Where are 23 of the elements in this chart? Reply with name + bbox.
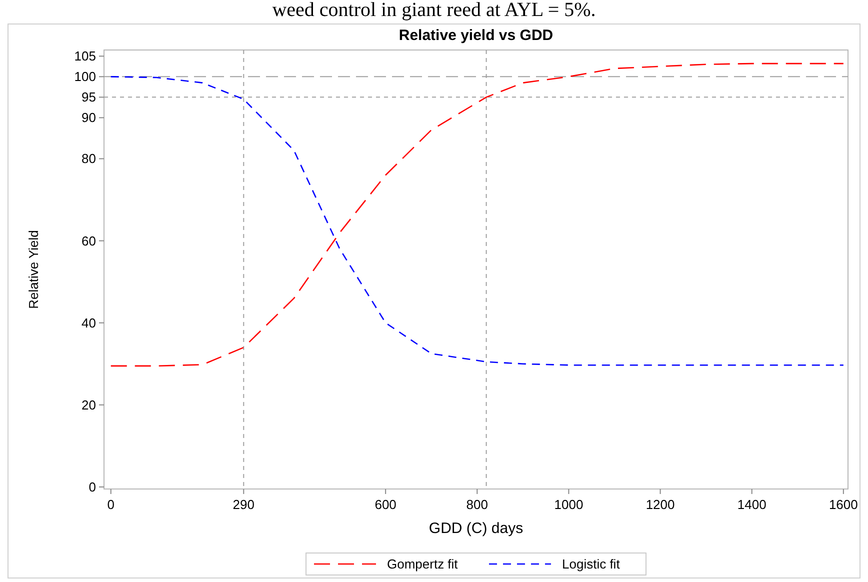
- y-tick-label: 0: [88, 479, 96, 494]
- y-tick-label: 60: [82, 233, 96, 248]
- x-axis-title: GDD (C) days: [428, 520, 524, 537]
- x-tick-label: 0: [107, 497, 114, 512]
- x-tick-label: 290: [232, 497, 254, 512]
- legend-label: Logistic fit: [562, 556, 620, 572]
- x-tick-label: 600: [374, 497, 396, 512]
- y-tick-label: 95: [82, 90, 96, 105]
- x-tick-label: 800: [466, 497, 488, 512]
- y-tick-label: 105: [74, 48, 96, 64]
- x-tick-label: 1400: [737, 497, 766, 512]
- text: weed control in giant reed at AYL = 5%.: [272, 0, 596, 21]
- y-tick-label: 80: [82, 151, 96, 166]
- legend-label: Gompertz fit: [387, 556, 458, 572]
- y-axis-title: Relative Yield: [26, 230, 41, 309]
- y-tick-label: 100: [74, 69, 96, 84]
- x-tick-label: 1000: [554, 497, 584, 512]
- chart-title: Relative yield vs GDD: [398, 27, 554, 44]
- y-tick-label: 90: [82, 110, 96, 126]
- x-tick-label: 1600: [828, 497, 858, 512]
- x-tick-label: 1200: [646, 497, 675, 512]
- y-tick-label: 20: [82, 397, 96, 412]
- y-tick-label: 40: [82, 315, 96, 330]
